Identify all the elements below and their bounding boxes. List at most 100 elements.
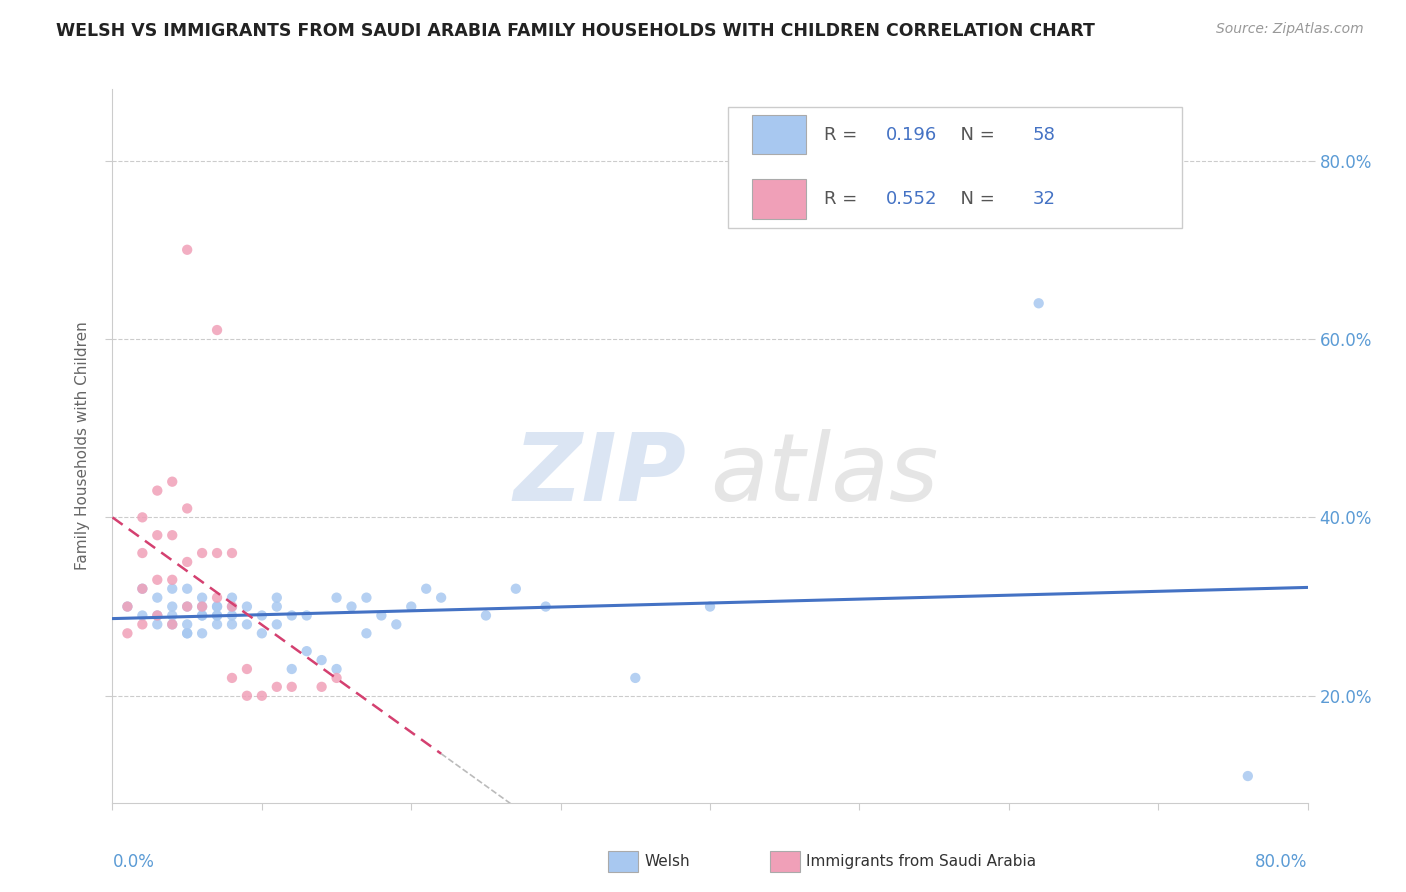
Text: 58: 58 bbox=[1033, 126, 1056, 144]
Point bbox=[295, 644, 318, 658]
Bar bbox=[752, 115, 806, 154]
Point bbox=[146, 483, 169, 498]
Point bbox=[325, 591, 347, 605]
Point bbox=[191, 591, 214, 605]
Point bbox=[176, 599, 198, 614]
Point bbox=[191, 546, 214, 560]
FancyBboxPatch shape bbox=[728, 107, 1182, 228]
Point bbox=[311, 653, 333, 667]
Bar bbox=[752, 179, 806, 219]
Point bbox=[176, 617, 198, 632]
Point bbox=[191, 599, 214, 614]
Point bbox=[176, 626, 198, 640]
Point bbox=[385, 617, 408, 632]
Point bbox=[162, 599, 183, 614]
Text: Welsh: Welsh bbox=[644, 854, 690, 869]
Point bbox=[191, 608, 214, 623]
Point bbox=[236, 662, 259, 676]
Point bbox=[221, 671, 243, 685]
Point bbox=[430, 591, 453, 605]
Y-axis label: Family Households with Children: Family Households with Children bbox=[75, 322, 90, 570]
Point bbox=[205, 608, 228, 623]
Point bbox=[281, 608, 304, 623]
Point bbox=[176, 582, 198, 596]
Point bbox=[146, 608, 169, 623]
Text: Source: ZipAtlas.com: Source: ZipAtlas.com bbox=[1216, 22, 1364, 37]
Point bbox=[146, 617, 169, 632]
Point bbox=[205, 323, 228, 337]
Point bbox=[250, 626, 273, 640]
Point bbox=[117, 599, 139, 614]
Point bbox=[236, 689, 259, 703]
Point bbox=[356, 591, 378, 605]
Point bbox=[162, 617, 183, 632]
Point bbox=[162, 617, 183, 632]
Point bbox=[266, 617, 288, 632]
Point bbox=[162, 573, 183, 587]
Point bbox=[131, 582, 153, 596]
Point bbox=[131, 546, 153, 560]
Point bbox=[295, 608, 318, 623]
Point bbox=[205, 546, 228, 560]
Point bbox=[176, 243, 198, 257]
Point bbox=[534, 599, 557, 614]
Point bbox=[191, 626, 214, 640]
Point bbox=[191, 608, 214, 623]
Point bbox=[191, 599, 214, 614]
Point bbox=[117, 599, 139, 614]
Text: WELSH VS IMMIGRANTS FROM SAUDI ARABIA FAMILY HOUSEHOLDS WITH CHILDREN CORRELATIO: WELSH VS IMMIGRANTS FROM SAUDI ARABIA FA… bbox=[56, 22, 1095, 40]
Point bbox=[162, 475, 183, 489]
Point bbox=[311, 680, 333, 694]
Text: 80.0%: 80.0% bbox=[1256, 853, 1308, 871]
Point bbox=[221, 591, 243, 605]
Point bbox=[176, 501, 198, 516]
Point bbox=[131, 608, 153, 623]
Point bbox=[221, 608, 243, 623]
Text: 0.552: 0.552 bbox=[886, 190, 938, 208]
Text: N =: N = bbox=[949, 190, 1001, 208]
Text: Immigrants from Saudi Arabia: Immigrants from Saudi Arabia bbox=[806, 854, 1036, 869]
Point bbox=[250, 608, 273, 623]
Point bbox=[505, 582, 527, 596]
Point bbox=[205, 608, 228, 623]
Point bbox=[176, 555, 198, 569]
Point bbox=[221, 617, 243, 632]
Point bbox=[370, 608, 392, 623]
Point bbox=[205, 599, 228, 614]
Point bbox=[236, 617, 259, 632]
Bar bbox=[609, 851, 638, 872]
Point bbox=[162, 528, 183, 542]
Point bbox=[340, 599, 363, 614]
Point bbox=[205, 591, 228, 605]
Point bbox=[221, 546, 243, 560]
Point bbox=[325, 662, 347, 676]
Point bbox=[266, 591, 288, 605]
Text: ZIP: ZIP bbox=[513, 428, 686, 521]
Point bbox=[266, 680, 288, 694]
Point bbox=[146, 573, 169, 587]
Text: R =: R = bbox=[824, 190, 862, 208]
Point bbox=[699, 599, 721, 614]
Text: R =: R = bbox=[824, 126, 862, 144]
Point bbox=[281, 662, 304, 676]
Point bbox=[221, 599, 243, 614]
Point bbox=[117, 626, 139, 640]
Point bbox=[236, 599, 259, 614]
Point bbox=[131, 582, 153, 596]
Point bbox=[146, 591, 169, 605]
Text: 0.196: 0.196 bbox=[886, 126, 936, 144]
Point bbox=[205, 599, 228, 614]
Point bbox=[1237, 769, 1260, 783]
Point bbox=[162, 582, 183, 596]
Point bbox=[281, 680, 304, 694]
Text: 0.0%: 0.0% bbox=[112, 853, 155, 871]
Point bbox=[1028, 296, 1050, 310]
Point bbox=[146, 608, 169, 623]
Point bbox=[250, 689, 273, 703]
Point bbox=[401, 599, 423, 614]
Point bbox=[325, 671, 347, 685]
Point bbox=[131, 510, 153, 524]
Point bbox=[146, 528, 169, 542]
Point bbox=[356, 626, 378, 640]
Point bbox=[162, 608, 183, 623]
